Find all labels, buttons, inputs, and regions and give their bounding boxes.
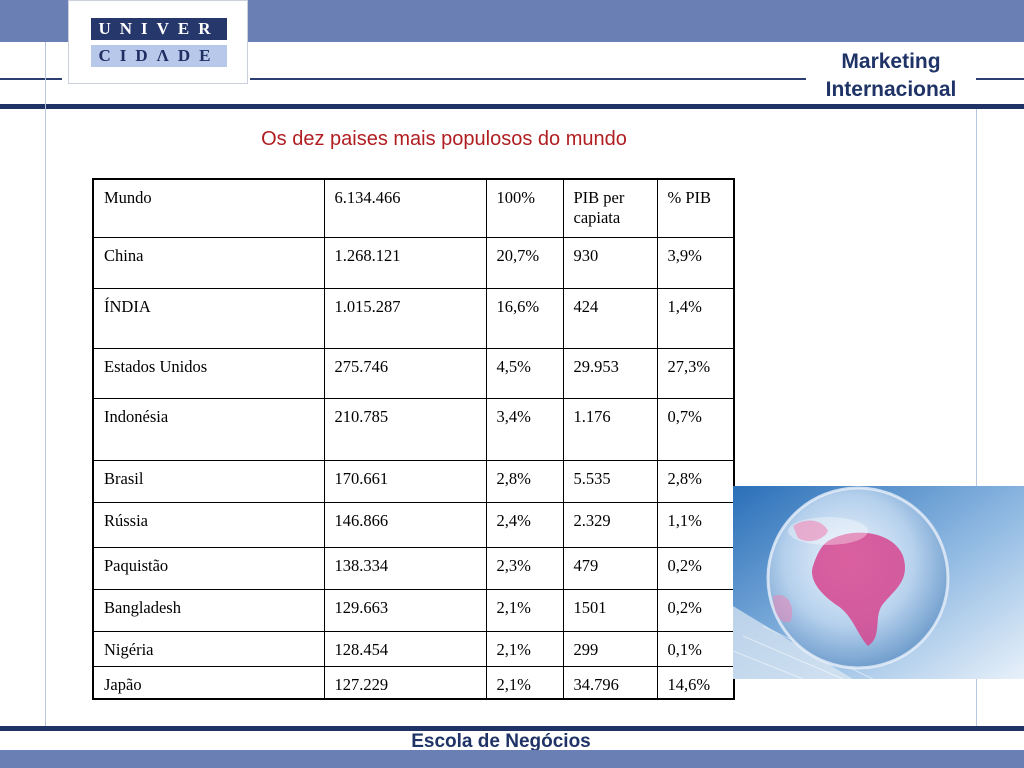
table-row: Japão 127.229 2,1% 34.796 14,6% — [92, 665, 735, 700]
header-rule-middle — [250, 78, 806, 80]
logo-text-line2: CIDΛDE — [91, 45, 227, 67]
slide-title: Os dez paises mais populosos do mundo — [261, 128, 627, 150]
table-row: China 1.268.121 20,7% 930 3,9% — [92, 236, 735, 289]
table-cell: Nigéria — [92, 630, 325, 667]
table-cell: 4,5% — [485, 347, 564, 399]
table-cell: Estados Unidos — [92, 347, 325, 399]
table-cell: 138.334 — [323, 546, 487, 590]
table-cell: Mundo — [92, 178, 325, 238]
table-cell: 2,1% — [485, 588, 564, 632]
table-cell: 1,4% — [656, 287, 735, 349]
table-cell: 0,7% — [656, 397, 735, 461]
table-cell: 1501 — [562, 588, 658, 632]
table-cell: ÍNDIA — [92, 287, 325, 349]
table-cell: % PIB — [656, 178, 735, 238]
header-rule-left — [0, 78, 62, 80]
globe-image — [733, 486, 1024, 679]
table-cell: 146.866 — [323, 501, 487, 548]
table-cell: 2,4% — [485, 501, 564, 548]
table-cell: 1.176 — [562, 397, 658, 461]
population-table: Mundo 6.134.466 100% PIB per capiata% PIB Ch… — [92, 178, 735, 700]
table-cell: 2,3% — [485, 546, 564, 590]
table-cell: 2,1% — [485, 630, 564, 667]
table-cell: 1,1% — [656, 501, 735, 548]
table-cell: 479 — [562, 546, 658, 590]
table-cell: Brasil — [92, 459, 325, 503]
table-cell: 29.953 — [562, 347, 658, 399]
table-cell: Rússia — [92, 501, 325, 548]
table-cell: 424 — [562, 287, 658, 349]
table-cell: 127.229 — [323, 665, 487, 700]
course-title-line1: Marketing — [841, 50, 941, 73]
table-cell: Indonésia — [92, 397, 325, 461]
table-row: Brasil 170.661 2,8% 5.535 2,8% — [92, 459, 735, 503]
table-cell: Paquistão — [92, 546, 325, 590]
table-cell: 275.746 — [323, 347, 487, 399]
table-cell: 34.796 — [562, 665, 658, 700]
table-cell: 20,7% — [485, 236, 564, 289]
table-row: Indonésia 210.785 3,4% 1.176 0,7% — [92, 397, 735, 461]
table-cell: 0,2% — [656, 588, 735, 632]
table-cell: 129.663 — [323, 588, 487, 632]
table-row: Mundo 6.134.466 100% PIB per capiata% PIB — [92, 178, 735, 238]
table-cell: 3,4% — [485, 397, 564, 461]
table-cell: 1.015.287 — [323, 287, 487, 349]
table-cell: Bangladesh — [92, 588, 325, 632]
table-cell: 14,6% — [656, 665, 735, 700]
footer-text: Escola de Negócios — [411, 731, 591, 752]
table-cell: 2,8% — [485, 459, 564, 503]
table-cell: 299 — [562, 630, 658, 667]
frame-left — [45, 42, 46, 726]
table-row: Bangladesh 129.663 2,1% 1501 0,2% — [92, 588, 735, 632]
table-cell: 27,3% — [656, 347, 735, 399]
table-cell: China — [92, 236, 325, 289]
course-title-line2: Internacional — [825, 78, 957, 101]
table-cell: 2.329 — [562, 501, 658, 548]
table-cell: 16,6% — [485, 287, 564, 349]
course-title: Marketing Internacional — [808, 48, 974, 104]
table-row: Nigéria 128.454 2,1% 299 0,1% — [92, 630, 735, 667]
table-cell: 128.454 — [323, 630, 487, 667]
table-cell: 0,1% — [656, 630, 735, 667]
table-cell: 5.535 — [562, 459, 658, 503]
frame-right — [976, 109, 977, 726]
table-cell: 1.268.121 — [323, 236, 487, 289]
table-cell: 2,1% — [485, 665, 564, 700]
table-cell: 930 — [562, 236, 658, 289]
table-cell: Japão — [92, 665, 325, 700]
logo-text-line1: UNIVER — [91, 18, 227, 40]
table-row: Estados Unidos 275.746 4,5% 29.953 27,3% — [92, 347, 735, 399]
table-cell: 6.134.466 — [323, 178, 487, 238]
table-row: Paquistão 138.334 2,3% 479 0,2% — [92, 546, 735, 590]
table-cell: 0,2% — [656, 546, 735, 590]
univercidade-logo: UNIVER CIDΛDE — [68, 0, 248, 84]
table-cell: 100% — [485, 178, 564, 238]
table-cell: 210.785 — [323, 397, 487, 461]
table-cell: 2,8% — [656, 459, 735, 503]
header-divider — [0, 104, 1024, 109]
bottom-banner — [0, 750, 1024, 768]
table-cell: 170.661 — [323, 459, 487, 503]
table-row: Rússia 146.866 2,4% 2.329 1,1% — [92, 501, 735, 548]
footer-divider — [0, 726, 1024, 731]
header-rule-right — [976, 78, 1024, 80]
table-cell: PIB per capiata — [562, 178, 658, 238]
table-cell: 3,9% — [656, 236, 735, 289]
table-row: ÍNDIA 1.015.287 16,6% 424 1,4% — [92, 287, 735, 349]
